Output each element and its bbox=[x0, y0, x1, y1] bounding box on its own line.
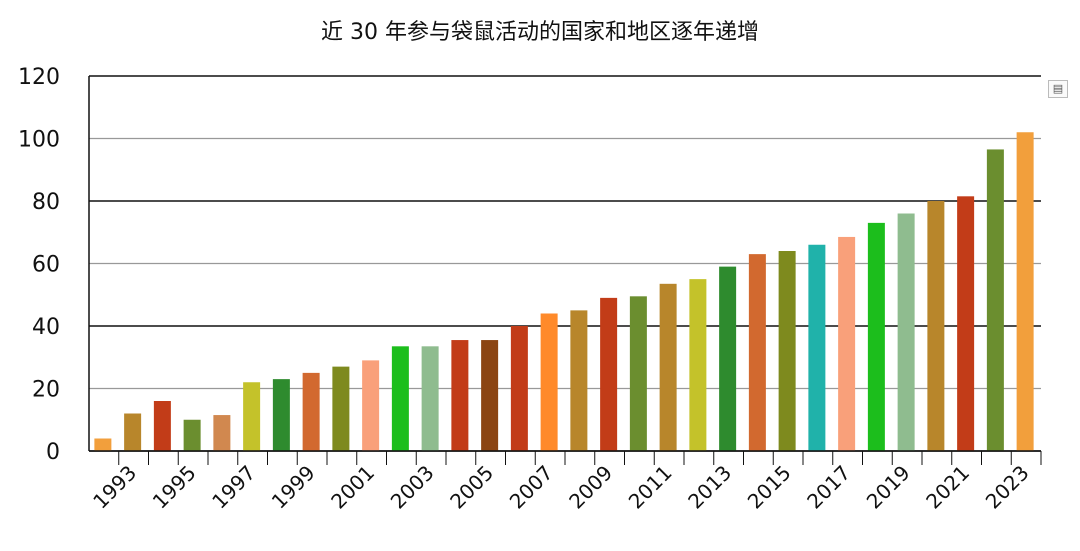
y-tick-label: 100 bbox=[18, 128, 60, 153]
y-tick-label: 20 bbox=[32, 378, 60, 403]
y-tick-label: 60 bbox=[32, 253, 60, 278]
bar-1999[interactable] bbox=[302, 372, 320, 451]
x-tick-label: 2017 bbox=[802, 461, 855, 514]
bar-2008[interactable] bbox=[570, 310, 588, 451]
bar-2014[interactable] bbox=[748, 254, 766, 451]
bar-2005[interactable] bbox=[481, 340, 499, 451]
bar-1992[interactable] bbox=[94, 438, 112, 452]
bar-2004[interactable] bbox=[451, 340, 469, 451]
bar-1993[interactable] bbox=[124, 413, 142, 452]
x-tick-label: 2019 bbox=[862, 461, 915, 514]
y-tick-label: 80 bbox=[32, 190, 60, 215]
bar-2017[interactable] bbox=[838, 236, 856, 451]
x-tick-label: 2021 bbox=[921, 461, 974, 514]
bar-2012[interactable] bbox=[689, 279, 707, 451]
x-tick-label: 2015 bbox=[743, 461, 796, 514]
bar-2020[interactable] bbox=[927, 201, 945, 451]
x-tick-label: 2009 bbox=[564, 461, 617, 514]
x-axis-ticks: 1993 1995 1997 1999 2001 2003 2005 2007 2009 2011… bbox=[88, 451, 1042, 514]
bar-1998[interactable] bbox=[272, 379, 290, 451]
x-tick-label: 2007 bbox=[505, 461, 558, 514]
data-view-icon[interactable]: ▤ bbox=[1048, 80, 1068, 98]
bar-2010[interactable] bbox=[629, 296, 647, 451]
x-tick-label: 2011 bbox=[624, 461, 677, 514]
bar-2002[interactable] bbox=[391, 346, 409, 451]
x-tick-label: 1995 bbox=[148, 461, 201, 514]
x-tick-label: 2003 bbox=[386, 461, 439, 514]
x-tick-label: 2023 bbox=[981, 461, 1034, 514]
y-tick-label: 40 bbox=[32, 315, 60, 340]
x-tick-label: 1999 bbox=[267, 461, 320, 514]
bar-2019[interactable] bbox=[897, 213, 915, 452]
chart-title: 近 30 年参与袋鼠活动的国家和地区逐年递增 bbox=[321, 20, 759, 45]
y-tick-label: 0 bbox=[46, 440, 60, 465]
bar-2001[interactable] bbox=[362, 360, 380, 451]
bar-2006[interactable] bbox=[510, 326, 528, 451]
bar-2018[interactable] bbox=[867, 222, 885, 451]
x-tick-label: 2001 bbox=[326, 461, 379, 514]
bar-1997[interactable] bbox=[243, 382, 261, 451]
bar-2013[interactable] bbox=[719, 266, 737, 451]
bar-2015[interactable] bbox=[778, 251, 796, 451]
bar-1996[interactable] bbox=[213, 415, 231, 451]
bar-2009[interactable] bbox=[600, 297, 618, 451]
y-tick-label: 120 bbox=[18, 65, 60, 90]
bar-2003[interactable] bbox=[421, 346, 439, 451]
x-tick-label: 2013 bbox=[683, 461, 736, 514]
x-tick-label: 1997 bbox=[207, 461, 260, 514]
bar-2016[interactable] bbox=[808, 244, 826, 451]
x-tick-label: 1993 bbox=[88, 461, 141, 514]
x-tick-label: 2005 bbox=[445, 461, 498, 514]
bar-2021[interactable] bbox=[957, 196, 975, 451]
y-axis-ticks: 0 20 40 60 80 100 120 bbox=[18, 65, 60, 465]
bar-2023[interactable] bbox=[1016, 132, 1034, 451]
bar-1995[interactable] bbox=[183, 419, 201, 451]
bars bbox=[94, 132, 1034, 452]
bar-2000[interactable] bbox=[332, 366, 350, 451]
bar-1994[interactable] bbox=[153, 401, 171, 451]
bar-2022[interactable] bbox=[986, 149, 1004, 451]
bar-2007[interactable] bbox=[540, 313, 558, 452]
bar-2011[interactable] bbox=[659, 283, 677, 451]
